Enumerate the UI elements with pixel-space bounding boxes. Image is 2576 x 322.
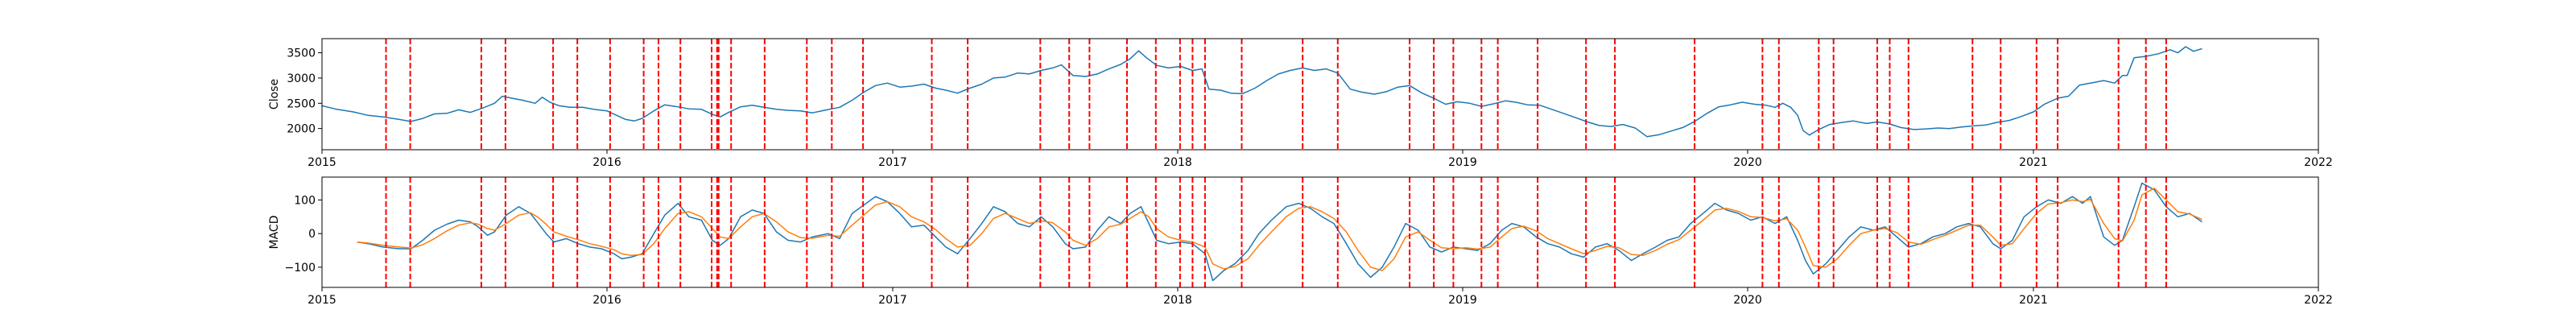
x-tick-label: 2017	[878, 156, 907, 169]
x-tick-label: 2016	[592, 294, 621, 307]
x-tick-label: 2019	[1448, 294, 1477, 307]
axes-frame	[321, 176, 2319, 288]
x-tick-label: 2018	[1163, 156, 1192, 169]
y-tick-label: −100	[285, 262, 316, 275]
x-tick-label: 2020	[1733, 294, 1762, 307]
series-line-1	[357, 188, 2202, 271]
y-axis-label: MACD	[268, 216, 281, 250]
plot-area	[322, 39, 2202, 150]
x-tick-label: 2019	[1448, 156, 1477, 169]
y-tick-label: 2500	[287, 97, 316, 110]
series-line-0	[357, 182, 2202, 282]
x-tick-label: 2018	[1163, 294, 1192, 307]
x-tick-label: 2020	[1733, 156, 1762, 169]
y-tick-label: 100	[294, 194, 316, 207]
y-tick-label: 3000	[287, 72, 316, 85]
y-tick-label: 0	[308, 228, 316, 241]
macd-panel: 2015 2016 2017 2018 2019 2020 2021 2022 −100 0 100…	[268, 176, 2333, 307]
series-line-0	[322, 46, 2202, 138]
x-tick-label: 2015	[308, 294, 336, 307]
y-tick-label: 2000	[287, 123, 316, 136]
plot-area	[357, 177, 2202, 287]
x-tick-label: 2022	[2304, 156, 2333, 169]
y-tick-label: 3500	[287, 47, 316, 60]
y-axis-label: Close	[268, 79, 281, 109]
x-tick-label: 2015	[308, 156, 336, 169]
axes-frame	[321, 38, 2319, 151]
x-tick-label: 2022	[2304, 294, 2333, 307]
x-tick-label: 2017	[878, 294, 907, 307]
x-tick-label: 2016	[592, 156, 621, 169]
x-tick-label: 2021	[2019, 294, 2048, 307]
close-price-panel: 2015 2016 2017 2018 2019 2020 2021 2022 2000 2500…	[268, 38, 2333, 169]
x-tick-label: 2021	[2019, 156, 2048, 169]
